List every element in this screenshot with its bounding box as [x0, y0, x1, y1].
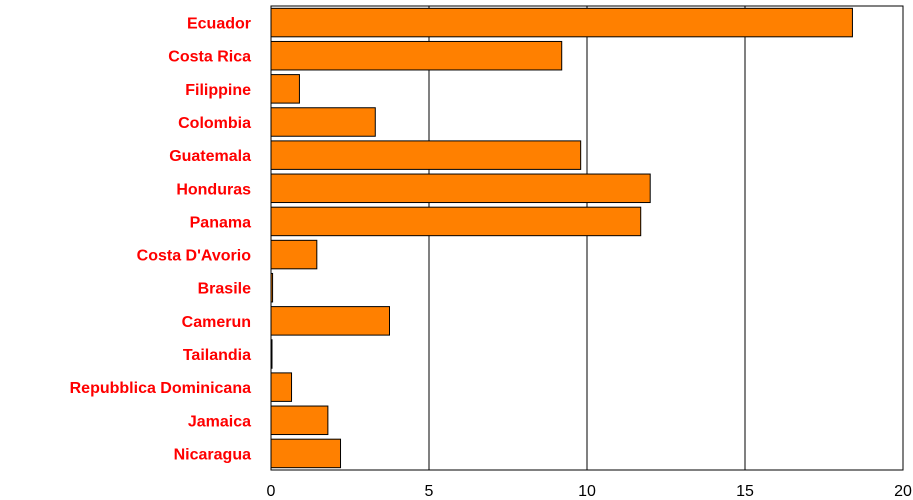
- plot-area-frame: [270, 5, 904, 471]
- bar: [270, 206, 642, 237]
- category-label: Nicaragua: [174, 446, 251, 463]
- category-label: Ecuador: [187, 16, 251, 33]
- category-label: Repubblica Dominicana: [70, 380, 251, 397]
- x-tick-label: 15: [736, 483, 754, 500]
- bar: [270, 372, 293, 402]
- category-label: Jamaica: [188, 413, 251, 430]
- category-label: Honduras: [176, 181, 251, 198]
- category-label: Guatemala: [169, 148, 251, 165]
- category-label: Costa D'Avorio: [137, 248, 252, 265]
- category-label: Brasile: [198, 281, 251, 298]
- category-label: Tailandia: [183, 347, 251, 364]
- x-tick-label: 5: [425, 483, 434, 500]
- bar: [270, 7, 853, 38]
- category-label: Colombia: [178, 115, 251, 132]
- bar: [270, 438, 342, 469]
- bar: [270, 107, 376, 137]
- category-label: Camerun: [182, 314, 251, 331]
- bar: [270, 306, 390, 336]
- x-tick-label: 10: [578, 483, 596, 500]
- bar: [270, 40, 563, 71]
- bar: [270, 173, 651, 204]
- bar: [270, 405, 329, 436]
- category-labels: Ecuador Costa Rica Filippine Colombia Guatem…: [70, 16, 252, 464]
- grid-lines: [428, 6, 746, 470]
- bars: [270, 7, 853, 469]
- category-label: Panama: [190, 214, 251, 231]
- bar: [270, 239, 318, 270]
- bar: [270, 74, 300, 104]
- x-axis-tick-labels: 0 5 10 15 20: [267, 483, 912, 500]
- x-tick-label: 20: [894, 483, 912, 500]
- category-label: Costa Rica: [168, 49, 251, 66]
- category-label: Filippine: [185, 82, 251, 99]
- x-tick-label: 0: [267, 483, 276, 500]
- bar: [270, 140, 582, 170]
